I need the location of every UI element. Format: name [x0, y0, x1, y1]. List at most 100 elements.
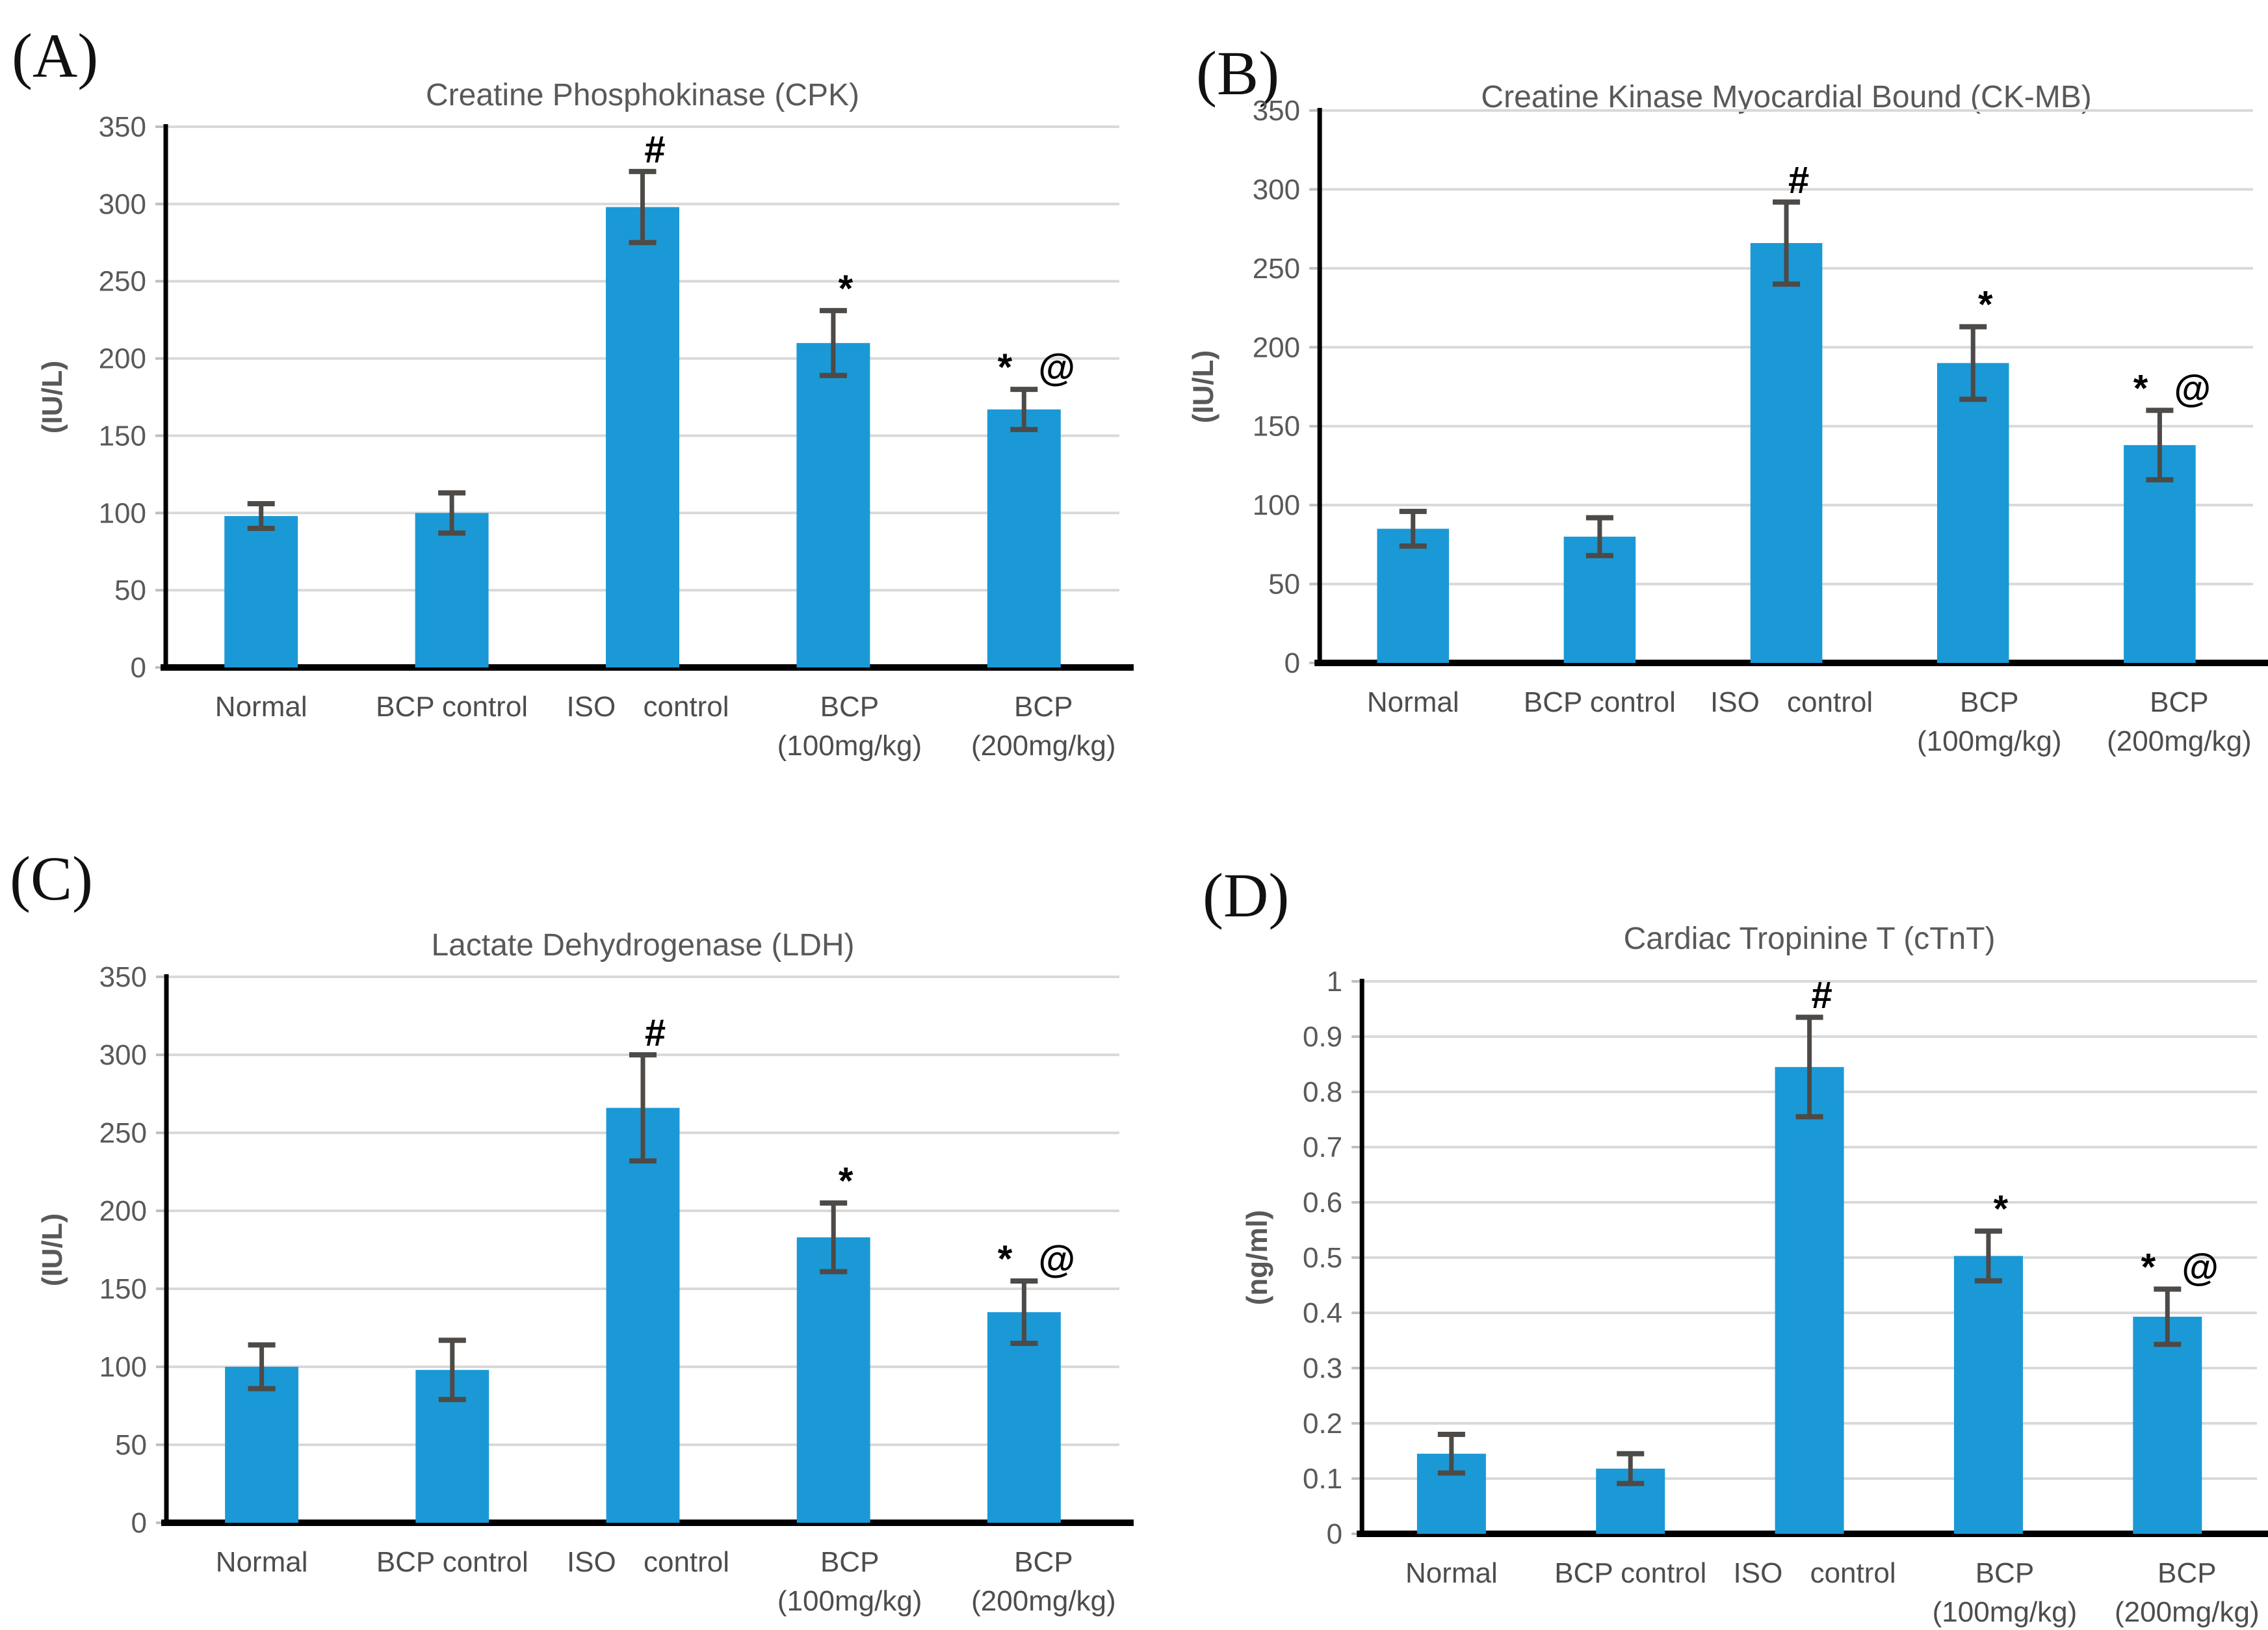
y-tick-label: 300 — [1253, 174, 1300, 205]
y-tick-label: 350 — [99, 111, 146, 143]
y-tick-label: 0 — [1284, 647, 1300, 679]
significance-marker: * @ — [998, 1238, 1083, 1280]
x-category-label: (100mg/kg) — [777, 730, 922, 762]
y-tick-label: 350 — [1253, 95, 1300, 127]
chart-title: Creatine Kinase Myocardial Bound (CK-MB) — [1481, 80, 2091, 114]
x-category-label: BCP control — [376, 691, 528, 723]
x-category-label: BCP — [820, 1546, 879, 1578]
chart-d-svg: (D) Cardiac Tropinine T (cTnT) 0 0.1 0.2 0.3 0… — [1203, 860, 2268, 1628]
y-tick-label: 300 — [99, 1039, 147, 1071]
x-category-label: Normal — [1405, 1557, 1498, 1589]
bar — [1775, 1067, 1844, 1534]
chart-c-svg: (C) Lactate Dehydrogenase (LDH) 0 50 100 150 2… — [10, 844, 1134, 1617]
significance-marker: # — [645, 1012, 673, 1054]
chart-b-svg: (B) Creatine Kinase Myocardial Bound (CK-… — [1188, 38, 2268, 757]
significance-marker: * @ — [2141, 1246, 2226, 1288]
y-tick-label: 100 — [99, 1351, 147, 1383]
x-category-label: BCP — [2157, 1557, 2217, 1589]
significance-marker: * — [1994, 1188, 2016, 1230]
x-category-label: (100mg/kg) — [1933, 1596, 2078, 1628]
y-tick-label: 0.1 — [1303, 1463, 1342, 1495]
y-tick-label: 200 — [99, 1195, 147, 1227]
x-category-label: (100mg/kg) — [1917, 725, 2062, 757]
y-tick-label: 50 — [114, 575, 146, 606]
x-category-label: BCP — [1960, 686, 2019, 718]
panel-letter: (D) — [1203, 860, 1289, 930]
x-category-label: BCP control — [1554, 1557, 1706, 1589]
x-category-label: (100mg/kg) — [777, 1585, 922, 1617]
x-category-label: (200mg/kg) — [2115, 1596, 2260, 1628]
panel-b: (B) Creatine Kinase Myocardial Bound (CK-… — [1134, 0, 2268, 815]
bar — [225, 1367, 299, 1523]
y-tick-label: 0 — [1327, 1518, 1342, 1550]
y-tick-label: 0.6 — [1303, 1187, 1342, 1219]
y-tick-label: 0 — [131, 1507, 147, 1539]
panel-c: (C) Lactate Dehydrogenase (LDH) 0 50 100 150 2… — [0, 815, 1134, 1630]
significance-marker: * @ — [998, 346, 1083, 389]
bar — [606, 1107, 680, 1523]
x-category-label: BCP — [1014, 1546, 1073, 1578]
bar — [796, 343, 870, 667]
y-tick-label: 150 — [1253, 411, 1300, 443]
y-axis-title: (IU/L) — [1188, 350, 1219, 423]
chart-title: Cardiac Tropinine T (cTnT) — [1624, 922, 1996, 956]
panel-letter: (C) — [10, 844, 93, 913]
significance-marker: # — [1811, 974, 1840, 1016]
chart-title: Creatine Phosphokinase (CPK) — [426, 78, 859, 112]
chart-a-svg: (A) Creatine Phosphokinase (CPK) 0 50 100 150… — [12, 21, 1134, 762]
y-tick-label: 0.7 — [1303, 1132, 1342, 1163]
y-tick-label: 1 — [1327, 966, 1342, 998]
y-axis-title: (ng/ml) — [1242, 1210, 1273, 1306]
y-tick-label: 300 — [99, 188, 146, 220]
y-tick-label: 100 — [1253, 489, 1300, 521]
bar — [796, 1237, 870, 1523]
significance-marker: * @ — [2133, 367, 2219, 409]
x-category-label: (200mg/kg) — [2107, 725, 2252, 757]
y-tick-label: 100 — [99, 497, 146, 529]
panel-letter: (A) — [12, 21, 98, 90]
panel-letter: (B) — [1196, 38, 1279, 108]
bar — [1953, 1256, 2023, 1534]
y-tick-label: 50 — [115, 1429, 147, 1461]
x-category-label: ISO control — [567, 1546, 729, 1578]
significance-marker: * — [1978, 284, 2001, 326]
x-category-label: ISO control — [566, 691, 729, 723]
x-category-label: BCP — [2150, 686, 2209, 718]
y-tick-label: 350 — [99, 961, 147, 993]
significance-marker: # — [644, 129, 673, 171]
bar — [224, 516, 298, 667]
significance-marker: * — [839, 1160, 861, 1202]
y-axis-title: (IU/L) — [36, 361, 68, 433]
bar — [415, 513, 489, 667]
y-tick-label: 250 — [1253, 253, 1300, 285]
x-category-label: ISO control — [1734, 1557, 1896, 1589]
y-axis-title: (IU/L) — [36, 1213, 68, 1286]
y-tick-label: 150 — [99, 1273, 147, 1305]
x-category-label: (200mg/kg) — [971, 730, 1116, 762]
bar — [987, 409, 1061, 667]
significance-marker: * — [839, 268, 861, 310]
panel-a: (A) Creatine Phosphokinase (CPK) 0 50 100 150… — [0, 0, 1134, 815]
bar — [606, 207, 679, 667]
significance-marker: # — [1788, 159, 1817, 201]
bar — [1750, 243, 1823, 663]
x-category-label: Normal — [215, 691, 307, 723]
x-category-label: Normal — [1367, 686, 1459, 718]
y-tick-label: 0.3 — [1303, 1352, 1342, 1384]
bar — [1936, 363, 2009, 663]
y-tick-label: 250 — [99, 266, 146, 298]
panel-d: (D) Cardiac Tropinine T (cTnT) 0 0.1 0.2 0.3 0… — [1134, 815, 2268, 1630]
y-tick-label: 50 — [1268, 569, 1300, 601]
y-tick-label: 0.8 — [1303, 1076, 1342, 1108]
y-tick-label: 250 — [99, 1117, 147, 1149]
y-tick-label: 200 — [1253, 331, 1300, 363]
y-tick-label: 0 — [131, 652, 146, 684]
bar — [987, 1312, 1061, 1523]
bar — [1377, 528, 1450, 663]
x-category-label: ISO control — [1710, 686, 1873, 718]
chart-title: Lactate Dehydrogenase (LDH) — [431, 928, 854, 963]
x-category-label: BCP control — [376, 1546, 528, 1578]
y-tick-label: 0.5 — [1303, 1242, 1342, 1274]
y-tick-label: 0.4 — [1303, 1297, 1342, 1329]
